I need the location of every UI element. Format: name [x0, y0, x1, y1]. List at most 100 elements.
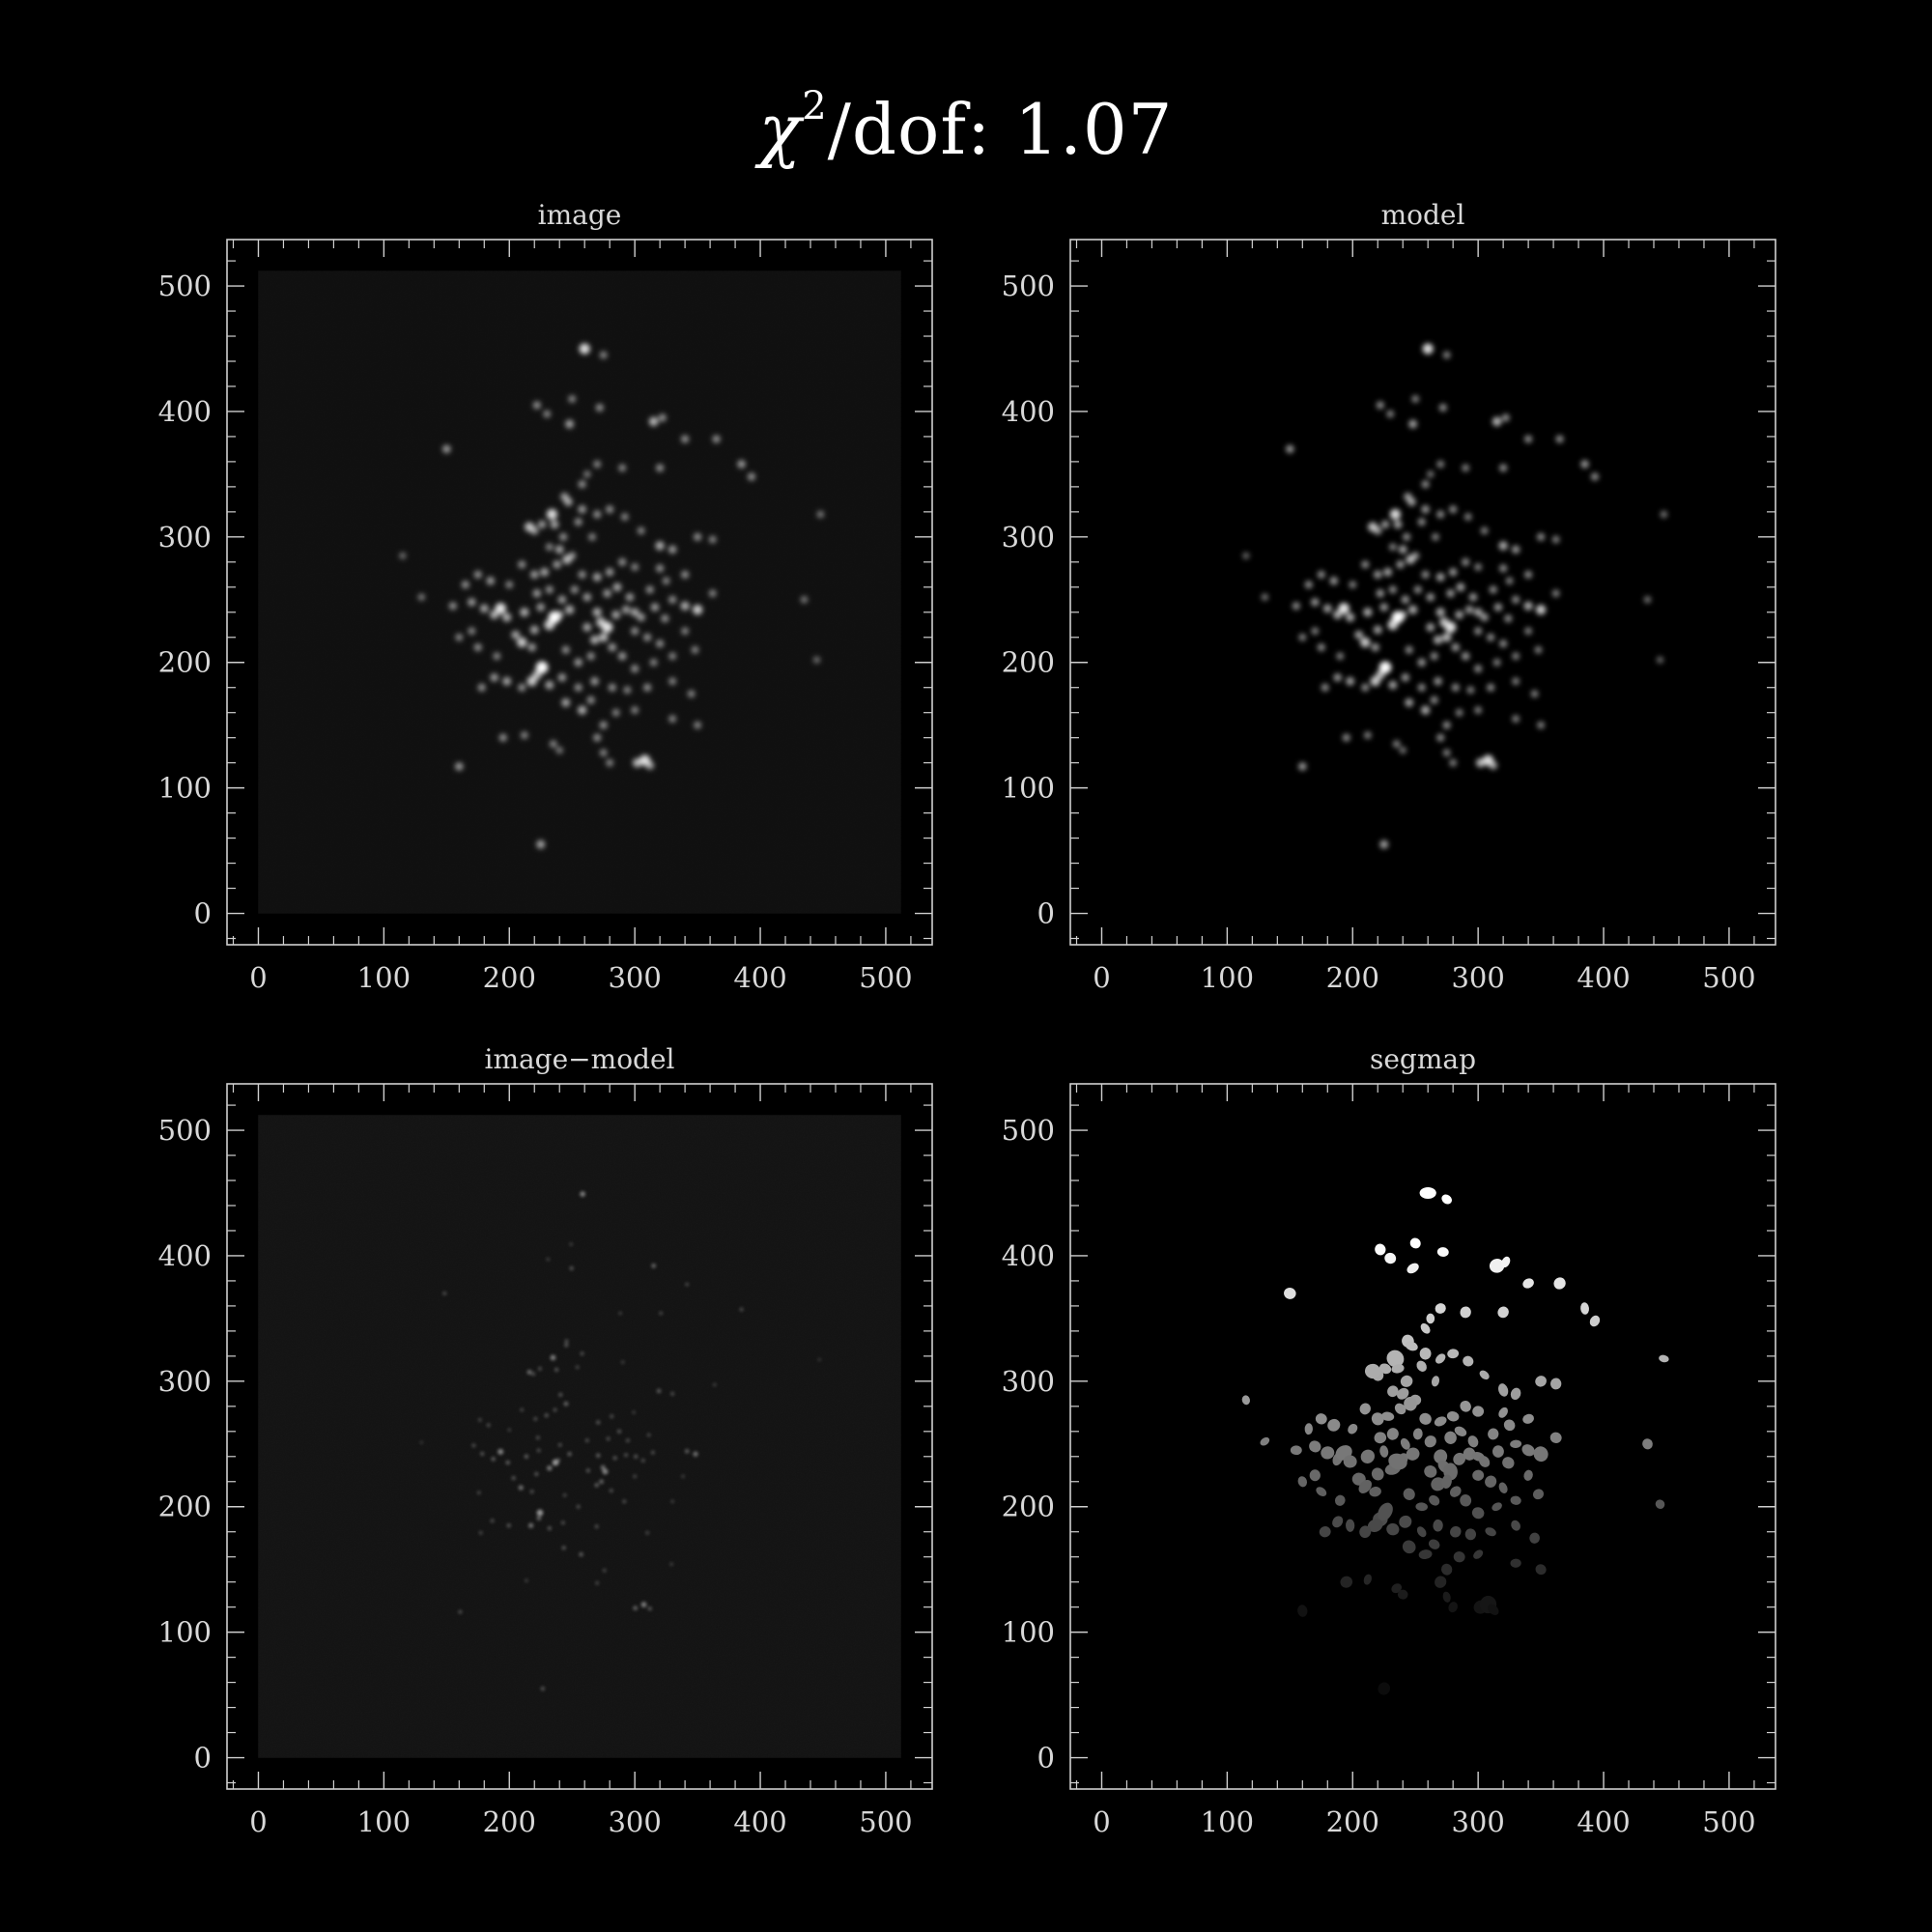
residual-blob: [685, 1282, 690, 1287]
source-blob: [537, 520, 547, 529]
x-tick-label: 100: [357, 961, 411, 994]
source-blob: [1379, 839, 1389, 849]
residual-blob: [558, 1392, 563, 1398]
residual-blob: [602, 1568, 607, 1573]
residual-blob: [640, 1458, 645, 1463]
source-blob: [1551, 535, 1560, 544]
source-blob: [578, 570, 586, 579]
x-tick-label: 500: [1702, 1805, 1755, 1838]
residual-blob: [576, 1504, 581, 1509]
segment-region: [1460, 1493, 1472, 1507]
segment-region: [1290, 1445, 1302, 1456]
source-blob: [618, 464, 627, 472]
panel-residual: image−model 0 0 100 100 200 200 300 300 400 400 500…: [158, 1043, 933, 1838]
source-blob: [1530, 690, 1539, 698]
source-blob: [1499, 564, 1508, 573]
source-blob: [1442, 749, 1451, 757]
segment-region: [1371, 1412, 1384, 1426]
source-blob: [620, 513, 629, 521]
residual-blob: [712, 1382, 717, 1387]
source-blob: [1487, 633, 1495, 641]
source-blob: [455, 762, 464, 771]
residual-blob: [647, 1606, 652, 1611]
source-blob: [1417, 518, 1426, 526]
residual-blob: [536, 1509, 544, 1517]
segment-region: [1402, 1540, 1416, 1554]
source-blob: [1523, 601, 1533, 611]
segment-region: [1488, 1428, 1499, 1440]
x-tick-label: 100: [1201, 961, 1254, 994]
segment-region: [1479, 1370, 1490, 1380]
x-tick-label: 200: [1326, 961, 1379, 994]
source-blob: [525, 522, 535, 532]
residual-blob: [684, 1449, 690, 1454]
segment-region: [1435, 1353, 1446, 1364]
segment-region: [1431, 1477, 1445, 1492]
source-blob: [595, 403, 604, 412]
segment-region: [1498, 1406, 1508, 1418]
segment-region: [1487, 1604, 1499, 1615]
segment-region: [1419, 1347, 1432, 1360]
segment-region: [1580, 1302, 1589, 1315]
segment-region: [1510, 1558, 1521, 1568]
residual-blob: [600, 1464, 606, 1470]
segment-region: [1479, 1456, 1491, 1467]
source-blob: [1346, 676, 1355, 686]
source-blob: [578, 480, 586, 489]
source-blob: [648, 416, 659, 427]
source-blob: [1403, 532, 1411, 541]
source-blob: [1461, 651, 1470, 661]
residual-blob: [650, 1450, 655, 1455]
y-tick-label: 400: [158, 395, 212, 428]
segment-region: [1510, 1387, 1521, 1401]
segment-region: [1429, 1494, 1440, 1506]
source-blob: [1370, 676, 1380, 687]
segment-region: [1550, 1378, 1562, 1390]
segment-region: [1309, 1440, 1321, 1453]
residual-blob: [580, 1351, 584, 1356]
residual-blob: [527, 1522, 534, 1528]
source-blob: [526, 676, 537, 687]
segment-region: [1403, 1488, 1415, 1500]
residual-blob: [618, 1311, 622, 1316]
noise-layer: [258, 1115, 901, 1758]
source-blob: [574, 658, 582, 667]
segment-region: [1510, 1439, 1522, 1448]
source-blob: [1360, 637, 1371, 648]
segment-region: [1409, 1237, 1421, 1249]
source-blob: [590, 676, 599, 686]
source-blob: [529, 570, 539, 580]
source-blob: [605, 567, 614, 577]
source-blob: [582, 592, 592, 602]
segment-region: [1655, 1499, 1665, 1509]
y-tick-label: 500: [1002, 1114, 1055, 1147]
source-blob: [631, 627, 639, 636]
segment-region: [1428, 1539, 1440, 1549]
source-blob: [668, 715, 677, 724]
segment-region: [1535, 1376, 1547, 1387]
source-blob: [1489, 585, 1497, 594]
source-blob: [630, 608, 639, 617]
source-blob: [1430, 696, 1438, 704]
source-blob: [1393, 520, 1403, 529]
source-blob: [535, 661, 549, 674]
source-blob: [1435, 572, 1445, 582]
source-blob: [1432, 532, 1439, 541]
segment-region: [1359, 1525, 1372, 1539]
source-blob: [1426, 592, 1435, 602]
source-blob: [606, 505, 614, 514]
residual-blob: [520, 1407, 525, 1412]
source-blob: [599, 749, 608, 757]
residual-blob: [594, 1524, 599, 1529]
source-blob: [1436, 460, 1445, 469]
source-blob: [561, 645, 570, 654]
x-tick-label: 500: [859, 961, 912, 994]
segment-region: [1416, 1526, 1427, 1538]
source-blob: [712, 435, 721, 443]
source-blob: [1474, 665, 1483, 673]
source-blob: [687, 690, 696, 698]
source-blob: [561, 697, 571, 707]
source-blob: [1448, 567, 1458, 577]
source-blob: [545, 543, 554, 552]
source-blob: [1463, 513, 1472, 521]
